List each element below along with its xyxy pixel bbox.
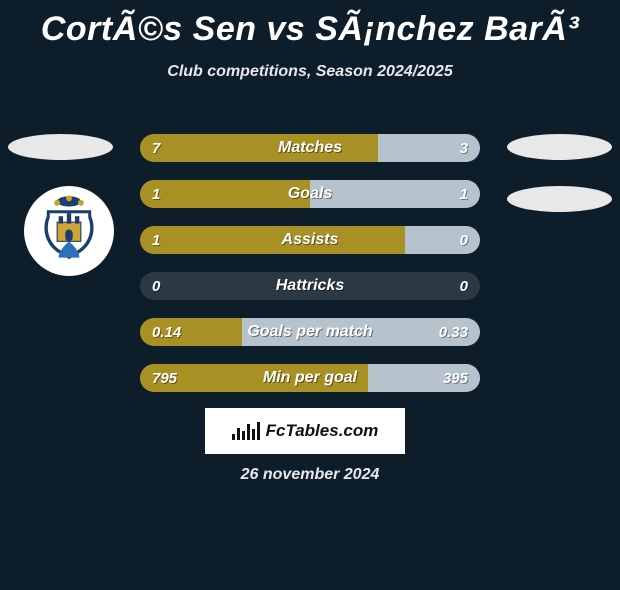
branding-badge[interactable]: FcTables.com [205, 408, 405, 454]
stat-bar-right [242, 318, 480, 346]
stat-row-goals-per-match: 0.14 Goals per match 0.33 [140, 318, 480, 346]
stat-value-left: 0 [152, 272, 160, 300]
stat-bar-right [378, 134, 480, 162]
stat-row-goals: 1 Goals 1 [140, 180, 480, 208]
stat-row-matches: 7 Matches 3 [140, 134, 480, 162]
stat-bar-right [310, 180, 480, 208]
stat-bar-left [140, 134, 378, 162]
stat-bar-right [405, 226, 480, 254]
stat-bar-left [140, 226, 405, 254]
stat-row-hattricks: 0 Hattricks 0 [140, 272, 480, 300]
crest-icon [32, 194, 106, 268]
stat-value-right: 0 [460, 272, 468, 300]
stat-bar-left [140, 180, 310, 208]
stat-label: Hattricks [140, 272, 480, 300]
branding-bars-icon [232, 422, 260, 440]
page-title: CortÃ©s Sen vs SÃ¡nchez BarÃ³ [0, 10, 620, 49]
club-crest-left [24, 186, 114, 276]
date-line: 26 november 2024 [0, 466, 620, 484]
stat-row-min-per-goal: 795 Min per goal 395 [140, 364, 480, 392]
branding-text: FcTables.com [266, 421, 379, 441]
player-right-slot-2 [507, 186, 612, 212]
player-left-slot [8, 134, 113, 160]
player-right-slot-1 [507, 134, 612, 160]
stats-bars: 7 Matches 3 1 Goals 1 1 Assists 0 0 Hatt… [140, 134, 480, 410]
stat-bar-left [140, 318, 242, 346]
stat-row-assists: 1 Assists 0 [140, 226, 480, 254]
stat-bar-right [368, 364, 480, 392]
page-subtitle: Club competitions, Season 2024/2025 [0, 63, 620, 81]
stat-bar-left [140, 364, 368, 392]
